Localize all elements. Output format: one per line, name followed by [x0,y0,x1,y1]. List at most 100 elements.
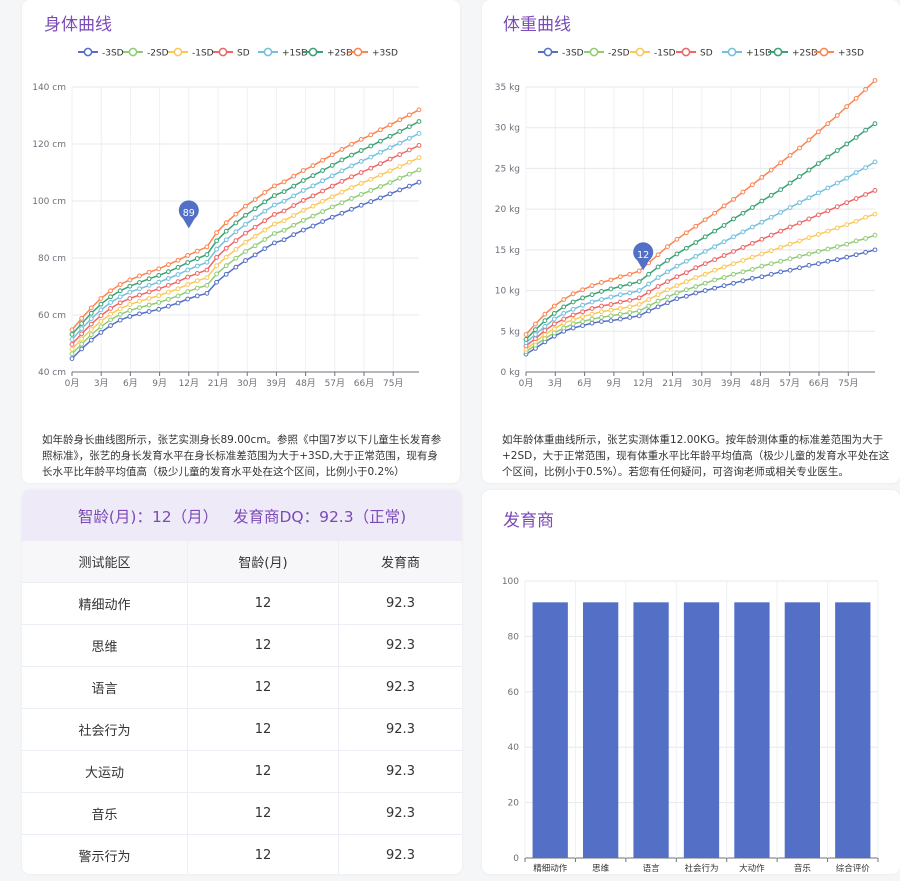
data-point [806,235,812,241]
data-point [397,140,403,146]
data-point [281,198,287,204]
legend-swatch-marker [128,47,138,57]
data-point [702,217,708,223]
data-point [108,300,113,305]
data-point [589,311,595,317]
legend-label: +3SD [838,49,864,59]
data-point [117,294,123,300]
data-point [608,318,614,324]
data-point [636,302,642,307]
legend-label: -1SD [654,49,676,59]
data-point [740,245,746,250]
data-point [665,269,670,275]
data-point [291,183,297,189]
data-point [329,204,335,210]
data-point [378,172,383,178]
data-point [117,317,123,323]
data-point [570,306,576,312]
data-point [272,221,277,227]
data-point [570,317,576,323]
legend-swatch-marker [635,47,645,57]
x-tick-label: 66月 [354,378,374,389]
data-point [683,293,689,299]
data-point [146,302,152,308]
x-tick-label: 48月 [295,378,315,389]
data-point [194,285,200,291]
data-point [844,200,850,206]
data-point [79,346,85,352]
data-point [349,206,354,212]
data-point [834,244,840,250]
data-point [599,319,604,324]
data-point [570,299,576,305]
x-tick-label: 48月 [750,378,770,389]
data-point [768,192,774,198]
data-point [214,230,219,236]
data-point [233,238,239,244]
weight-curve-chart: 0 kg 5 kg 10 kg 15 kg 20 kg 25 kg 30 kg 35 kg 0月… [495,47,878,389]
data-point [291,203,297,208]
data-point [797,174,802,179]
data-point [580,309,585,315]
data-point [272,240,277,246]
data-point [712,277,718,283]
data-point [759,274,765,280]
data-point [825,154,831,160]
data-point [570,325,576,331]
data-point [79,336,85,342]
data-point [127,289,133,295]
data-point [320,168,326,173]
data-point [79,321,85,326]
data-point [300,208,306,213]
data-point [627,271,633,277]
data-point [825,185,831,191]
cell-mental-age: 12 [187,750,339,793]
bar [835,602,871,858]
data-point [127,296,133,301]
data-point [589,316,595,322]
series-line [71,109,420,331]
data-point [646,281,652,287]
cell-dq: 92.3 [338,792,462,835]
data-point [204,290,210,296]
cell-dq: 92.3 [338,750,462,793]
data-point [378,161,383,167]
data-point [683,270,689,276]
data-point [778,210,784,215]
data-point [636,313,642,319]
data-point [872,159,878,165]
y-tick-label: 15 kg [495,246,520,256]
data-point [300,188,306,193]
data-point [252,243,258,249]
data-point [702,249,708,254]
legend-label: -3SD [562,49,584,59]
data-point [300,178,306,183]
cell-area: 社会行为 [22,708,188,751]
data-point [797,238,802,244]
data-point [797,220,802,226]
data-point [185,296,191,302]
data-point [589,306,595,311]
data-point [702,234,708,240]
cell-mental-age: 12 [187,708,339,751]
data-point [599,315,604,320]
data-point [834,204,840,210]
data-point [252,215,258,221]
data-point [778,258,784,264]
data-point [98,324,104,330]
data-point [646,297,652,302]
data-point [146,282,152,288]
y-tick-label: 20 kg [495,205,520,215]
data-point [368,154,374,160]
data-point [397,152,403,157]
data-point [310,183,316,189]
data-point [816,212,821,218]
data-point [872,78,878,83]
data-point [721,239,727,245]
data-point [108,294,113,300]
data-point [185,267,191,273]
data-point [69,337,75,342]
y-tick-label: 120 cm [32,140,66,150]
data-point [731,280,736,286]
data-point [98,318,104,324]
